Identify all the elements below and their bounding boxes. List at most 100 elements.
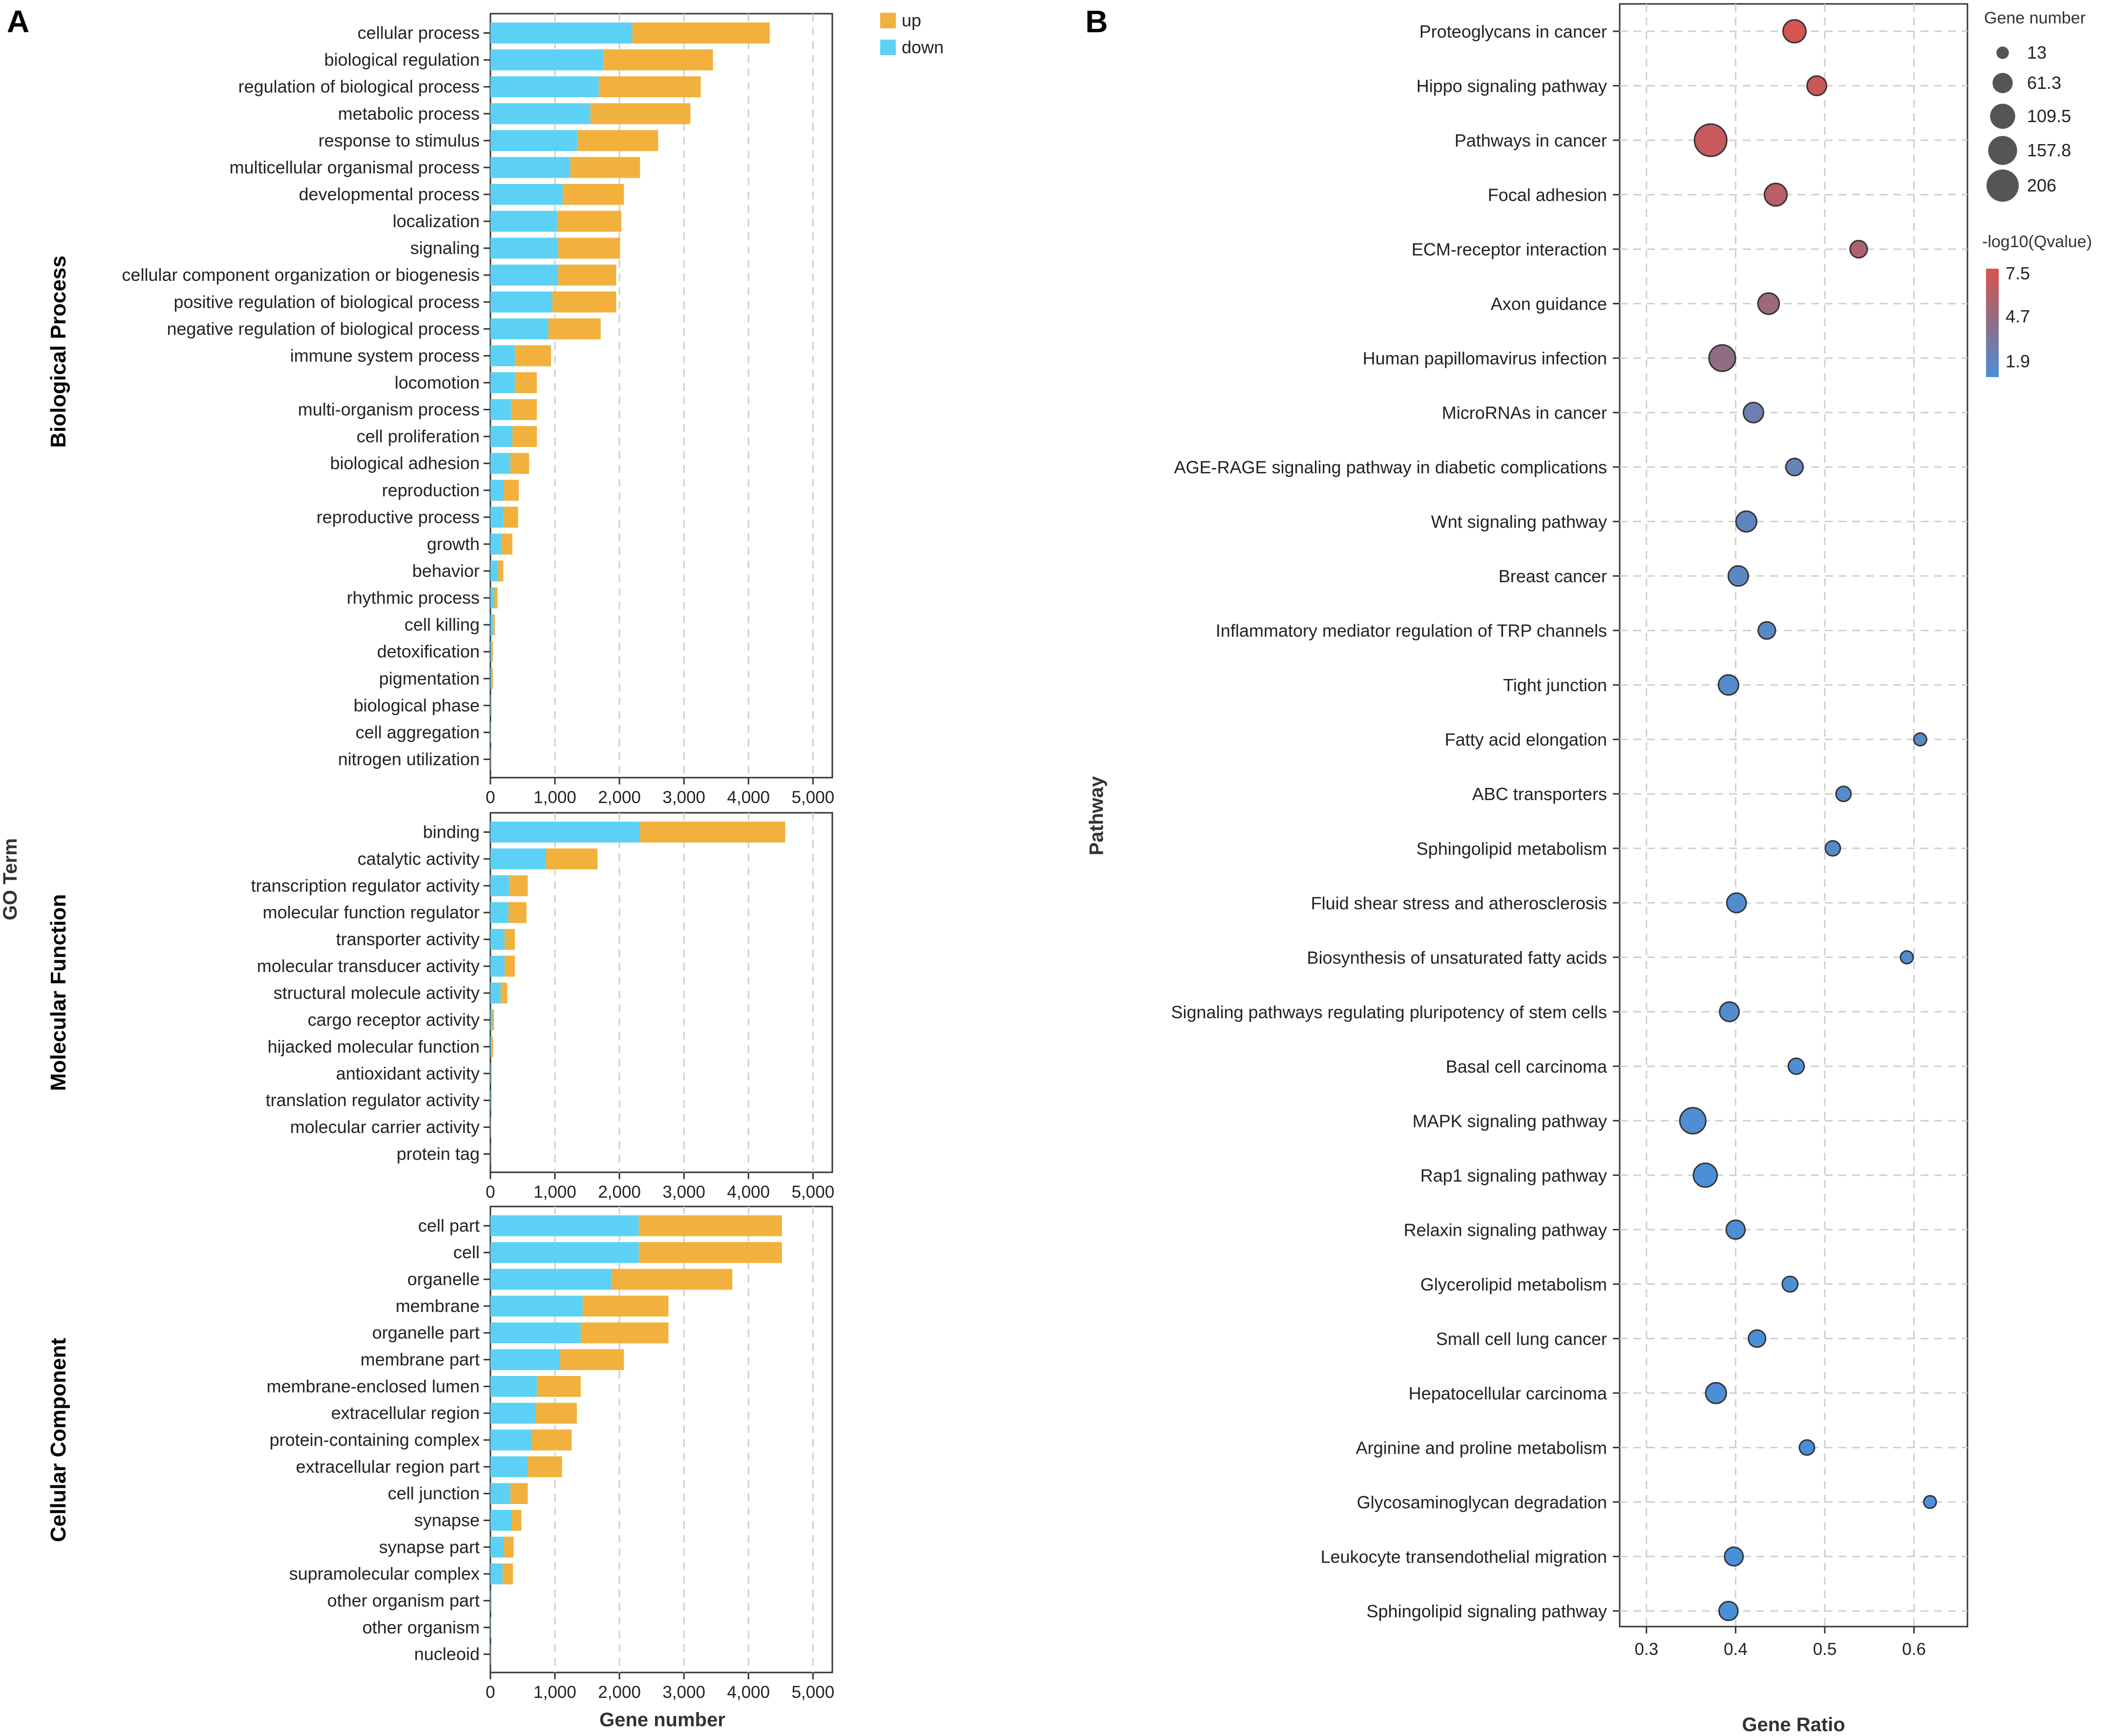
bar-down <box>490 211 558 232</box>
size-legend-dot <box>1988 136 2017 165</box>
go-bar-chart: GO Term Gene number Biological Process ce… <box>0 10 944 1731</box>
x-tick-label: 0 <box>486 1183 495 1202</box>
bar-down <box>490 507 504 528</box>
go-category-label: molecular carrier activity <box>290 1117 480 1137</box>
bubble-point <box>1824 840 1841 857</box>
bar-down <box>490 1376 537 1397</box>
bar-up <box>570 157 640 178</box>
legend-up-label: up <box>902 10 921 30</box>
size-legend-label: 206 <box>2027 175 2056 195</box>
bar-up <box>558 237 620 259</box>
bar-down <box>490 668 492 689</box>
bar-up <box>598 76 701 98</box>
bar-up <box>501 533 512 555</box>
go-category-label: detoxification <box>377 641 480 661</box>
color-legend: -log10(Qvalue) 7.5 4.7 1.9 <box>1982 233 2092 377</box>
bar-up <box>557 211 622 232</box>
bubble-point <box>1708 344 1736 372</box>
pathway-label: Glycosaminoglycan degradation <box>1357 1492 1607 1512</box>
bar-down <box>490 955 505 977</box>
x-tick-label: 0 <box>486 788 495 807</box>
pathway-label: Hippo signaling pathway <box>1416 76 1607 96</box>
bar-up <box>511 399 537 421</box>
pathway-label: Proteoglycans in cancer <box>1419 21 1607 42</box>
go-category-label: catalytic activity <box>358 848 480 868</box>
bar-up <box>504 480 519 501</box>
go-group-2: Cellular Component cell part cell organelle… <box>46 1206 834 1702</box>
pathway-label: MAPK signaling pathway <box>1413 1111 1607 1131</box>
bar-down <box>490 1483 510 1504</box>
bar-down <box>490 902 508 923</box>
bar-down <box>490 264 558 286</box>
go-group-title: Molecular Function <box>46 894 70 1091</box>
bar-down <box>490 1644 491 1665</box>
x-tick-label: 4,000 <box>727 788 770 807</box>
x-tick-label: 5,000 <box>792 788 835 807</box>
pathway-label: Inflammatory mediator regulation of TRP … <box>1216 621 1607 641</box>
bar-down <box>490 103 591 125</box>
go-category-label: nitrogen utilization <box>338 749 480 769</box>
bar-down <box>490 1563 503 1585</box>
pathway-label: AGE-RAGE signaling pathway in diabetic c… <box>1174 457 1607 477</box>
bar-down <box>490 1322 581 1344</box>
bar-up <box>562 184 624 205</box>
bubble-point <box>1806 75 1827 96</box>
go-category-label: pigmentation <box>379 668 480 688</box>
bar-up <box>491 1036 493 1058</box>
bubble-point <box>1727 565 1749 587</box>
go-category-label: nucleoid <box>414 1644 480 1664</box>
go-category-label: growth <box>427 534 480 554</box>
bar-up <box>612 1269 733 1290</box>
bar-down <box>490 1242 639 1263</box>
color-legend-title: -log10(Qvalue) <box>1982 233 2092 251</box>
pathway-label: Axon guidance <box>1491 294 1607 314</box>
bar-up <box>508 902 527 923</box>
bar-up <box>510 1483 528 1504</box>
go-category-label: structural molecule activity <box>274 983 480 1003</box>
size-legend-dot <box>1987 169 2019 202</box>
bar-down <box>490 614 493 635</box>
go-term-axis-title: GO Term <box>0 838 21 920</box>
bar-up <box>511 1510 522 1531</box>
go-category-label: membrane <box>396 1296 480 1316</box>
bar-down <box>490 1117 491 1138</box>
go-category-label: cell aggregation <box>356 722 480 742</box>
go-category-label: cargo receptor activity <box>308 1010 480 1030</box>
bubble-point <box>1748 1329 1767 1348</box>
go-category-label: extracellular region <box>331 1403 480 1423</box>
go-group-frame <box>489 13 833 779</box>
bar-up <box>505 955 515 977</box>
bar-down <box>490 587 494 609</box>
bar-up <box>492 1009 494 1031</box>
go-category-label: other organism part <box>327 1590 480 1610</box>
bar-up <box>501 982 507 1004</box>
pathway-label: Focal adhesion <box>1488 185 1607 205</box>
bubble-x-tick-label: 0.6 <box>1902 1640 1926 1659</box>
go-category-label: multicellular organismal process <box>230 157 480 177</box>
color-legend-max: 7.5 <box>2006 263 2030 283</box>
go-category-label: synapse part <box>379 1537 480 1557</box>
bar-up <box>537 1376 581 1397</box>
bar-down <box>490 1063 491 1084</box>
bar-down <box>490 748 491 770</box>
color-legend-mid: 4.7 <box>2006 306 2030 326</box>
size-legend-label: 157.8 <box>2027 140 2071 160</box>
panel-b-letter: B <box>1085 4 1108 39</box>
bar-down <box>490 1090 491 1111</box>
go-category-label: extracellular region part <box>296 1457 480 1477</box>
go-category-label: organelle <box>407 1269 480 1289</box>
go-category-label: locomotion <box>395 372 480 392</box>
x-tick-label: 2,000 <box>598 788 641 807</box>
pathway-label: Biosynthesis of unsaturated fatty acids <box>1307 948 1607 968</box>
bar-down <box>490 875 509 896</box>
bar-up <box>493 614 495 635</box>
x-tick-label: 3,000 <box>662 788 705 807</box>
go-category-label: localization <box>393 211 480 231</box>
bar-up <box>498 560 504 582</box>
size-legend-title: Gene number <box>1984 9 2086 27</box>
pathway-axis-title: Pathway <box>1086 776 1107 855</box>
bar-down <box>490 721 491 743</box>
bubble-point <box>1719 1001 1740 1022</box>
go-category-label: biological regulation <box>324 50 480 70</box>
go-legend: up down <box>880 10 944 57</box>
